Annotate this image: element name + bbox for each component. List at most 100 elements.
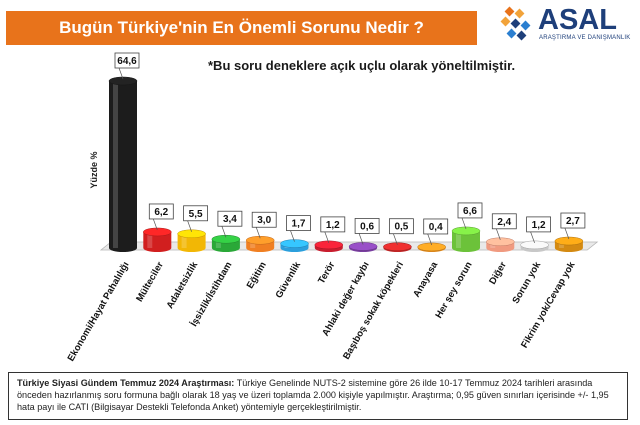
value-label: 5,5 <box>189 209 203 220</box>
value-label: 6,6 <box>463 206 477 217</box>
bar-highlight <box>250 240 256 248</box>
value-label-leader <box>530 231 535 244</box>
value-label-box <box>251 211 277 228</box>
value-label-leader <box>393 233 398 245</box>
bar <box>348 242 378 252</box>
bar <box>143 227 172 252</box>
bar-chart: 64,6 6,2 5,5 3,4 3,0 1,7 1,2 0,6 0,5 0,4 6,6 2,4 1,2… <box>66 52 599 363</box>
bar-cap <box>143 227 172 237</box>
value-label-leader <box>221 226 227 238</box>
footer-text: Türkiye Genelinde NUTS-2 sistemine göre … <box>17 378 609 412</box>
survey-note: *Bu soru deneklere açık uçlu olarak yöne… <box>208 58 516 73</box>
value-label-box <box>320 216 346 233</box>
value-label-leader <box>187 220 192 232</box>
value-label-box <box>388 218 414 235</box>
value-label: 0,6 <box>360 221 374 232</box>
value-labels-group: 64,6 6,2 5,5 3,4 3,0 1,7 1,2 0,6 0,5 0,4 6,6 2,4 1,2… <box>114 52 586 246</box>
bar-highlight <box>113 81 118 248</box>
value-label: 1,7 <box>292 219 306 230</box>
category-label: Anayasa <box>411 259 440 299</box>
bar-cap <box>348 242 378 251</box>
bar-body <box>143 231 172 252</box>
bar <box>486 237 515 252</box>
value-label-leader <box>152 218 158 231</box>
logo-subtitle: ARAŞTIRMA VE DANIŞMANLIK <box>539 35 631 41</box>
bar-cap <box>314 240 344 250</box>
category-label: Her şey sorun <box>433 260 474 321</box>
bar <box>383 242 412 252</box>
bar-body <box>109 81 137 252</box>
bar <box>314 240 344 252</box>
value-label-box <box>491 213 517 230</box>
bar-cap <box>486 237 515 247</box>
value-label-leader <box>118 67 124 80</box>
value-label-box <box>457 202 483 219</box>
bars-group <box>108 76 584 252</box>
bar <box>108 76 138 252</box>
bar-cap <box>383 242 412 251</box>
title-banner: Bugün Türkiye'nin En Önemli Sorunu Nedir… <box>6 11 477 45</box>
category-label: Ekonomi/Hayat Pahalılığı <box>66 260 132 363</box>
category-label: Diğer <box>487 260 509 287</box>
bar <box>280 239 309 252</box>
value-label-box <box>526 216 551 233</box>
value-label-box <box>183 205 209 222</box>
bar-body <box>177 233 206 252</box>
value-label-leader <box>427 233 433 246</box>
value-label-leader <box>461 217 467 230</box>
value-label: 0,5 <box>394 222 408 233</box>
value-label: 1,2 <box>532 220 546 231</box>
bar <box>245 235 275 252</box>
bar-cap <box>245 235 275 245</box>
value-label-leader <box>290 230 295 242</box>
category-label: Başıboş sokak köpekleri <box>341 260 406 362</box>
value-label-leader <box>564 227 570 240</box>
category-label: Mülteciler <box>134 260 166 304</box>
bar-highlight <box>181 233 187 248</box>
value-label: 2,7 <box>566 216 580 227</box>
category-label: Adaletsizlik <box>165 259 201 310</box>
footer-bold: Türkiye Siyasi Gündem Temmuz 2024 Araştı… <box>17 378 235 388</box>
value-label: 2,4 <box>497 217 511 228</box>
asal-logo: ASAL ARAŞTIRMA VE DANIŞMANLIK <box>500 2 640 48</box>
bar-cap <box>177 229 206 239</box>
logo-name: ASAL <box>538 4 617 36</box>
bar <box>554 236 584 252</box>
value-label: 1,2 <box>326 220 340 231</box>
page-title: Bugün Türkiye'nin En Önemli Sorunu Nedir… <box>59 18 424 37</box>
bar <box>520 240 549 252</box>
value-label-box <box>148 203 174 220</box>
bar-cap <box>417 242 446 252</box>
bar-cap <box>280 239 309 248</box>
bar <box>211 234 241 252</box>
value-label-leader <box>255 227 261 239</box>
category-label: Sorun yok <box>510 259 543 305</box>
category-label: Güvenlik <box>274 259 304 300</box>
value-label: 0,4 <box>429 222 443 233</box>
value-label: 6,2 <box>154 207 168 218</box>
bar <box>177 229 206 252</box>
bar <box>451 226 481 252</box>
value-label-box <box>354 218 380 234</box>
value-label-box <box>114 52 140 69</box>
bar-cap <box>554 236 584 246</box>
value-label-box <box>423 218 449 235</box>
bar-cap <box>211 234 241 244</box>
value-label: 64,6 <box>117 56 137 67</box>
value-label-box <box>560 212 586 229</box>
value-label: 3,4 <box>223 214 237 225</box>
value-label-box <box>286 215 311 232</box>
logo-mark-icon <box>500 6 531 41</box>
category-label: Terör <box>316 260 337 286</box>
bar-cap <box>451 226 481 236</box>
bar-cap <box>520 240 549 250</box>
category-label: Eğitim <box>245 260 269 291</box>
y-axis-label: Yüzde % <box>89 151 99 188</box>
bar-highlight <box>456 230 461 248</box>
bar-highlight <box>147 231 153 248</box>
category-labels-group: Ekonomi/Hayat Pahalılığı MültecilerAdalet… <box>66 259 578 363</box>
value-label: 3,0 <box>257 215 271 226</box>
bar-highlight <box>215 239 221 248</box>
methodology-footer: Türkiye Siyasi Gündem Temmuz 2024 Araştı… <box>8 372 628 420</box>
value-label-leader <box>495 228 501 240</box>
